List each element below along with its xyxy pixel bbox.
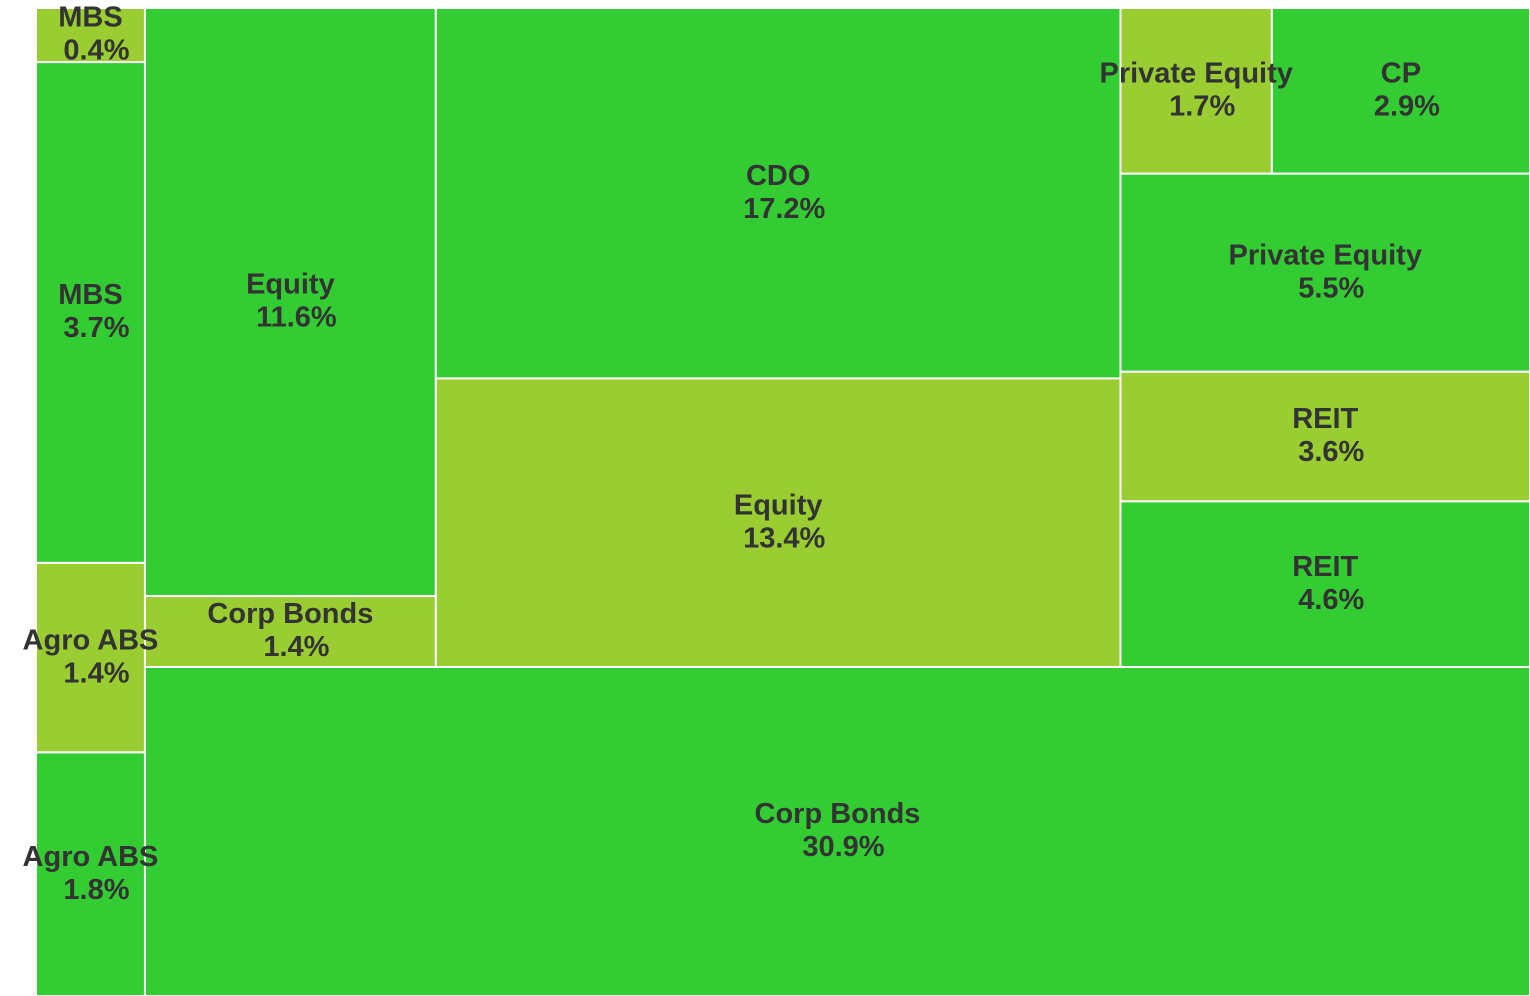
tile — [434, 377, 1122, 669]
tile-value-label: 1.4% — [263, 631, 329, 663]
tile-value-label: 13.4% — [743, 522, 825, 554]
tile — [143, 595, 437, 669]
tile-label: Private Equity — [1229, 239, 1422, 271]
tile-value-label: 4.6% — [1298, 584, 1364, 616]
tile-label: MBS — [58, 279, 122, 311]
tile-label: REIT — [1292, 403, 1358, 435]
tile — [1119, 172, 1530, 373]
tile-value-label: 5.5% — [1298, 272, 1364, 304]
tile-value-label: 1.7% — [1169, 90, 1235, 122]
tile — [35, 751, 146, 996]
tile-value-label: 3.7% — [63, 312, 129, 344]
tile-value-label: 2.9% — [1374, 90, 1440, 122]
tile — [35, 7, 146, 64]
tile — [35, 61, 146, 564]
tile — [143, 7, 437, 598]
tile-label: CDO — [746, 160, 810, 192]
tile — [1119, 370, 1530, 503]
tile-value-label: 3.6% — [1298, 436, 1364, 468]
tile — [35, 561, 146, 754]
tile-label: CP — [1381, 57, 1421, 89]
tile-label: Agro ABS — [23, 841, 159, 873]
tile — [1270, 7, 1530, 175]
tile-label: Agro ABS — [23, 624, 159, 656]
tile-value-label: 17.2% — [743, 193, 825, 225]
tile — [143, 666, 1530, 996]
tile-value-label: 1.8% — [63, 874, 129, 906]
tile-label: MBS — [58, 2, 122, 34]
tile-value-label: 11.6% — [256, 302, 337, 334]
tile-label: Corp Bonds — [755, 798, 921, 830]
tile — [1119, 500, 1530, 669]
tile — [434, 7, 1122, 380]
tile-label: Private Equity — [1099, 57, 1292, 89]
tile-label: REIT — [1292, 551, 1358, 583]
tile-value-label: 30.9% — [802, 831, 884, 863]
tile-value-label: 1.4% — [63, 657, 129, 689]
tile-label: Equity — [734, 489, 823, 521]
tile-value-label: 0.4% — [63, 35, 129, 67]
tile-label: Corp Bonds — [207, 598, 373, 630]
tile-label: Equity — [246, 269, 335, 301]
